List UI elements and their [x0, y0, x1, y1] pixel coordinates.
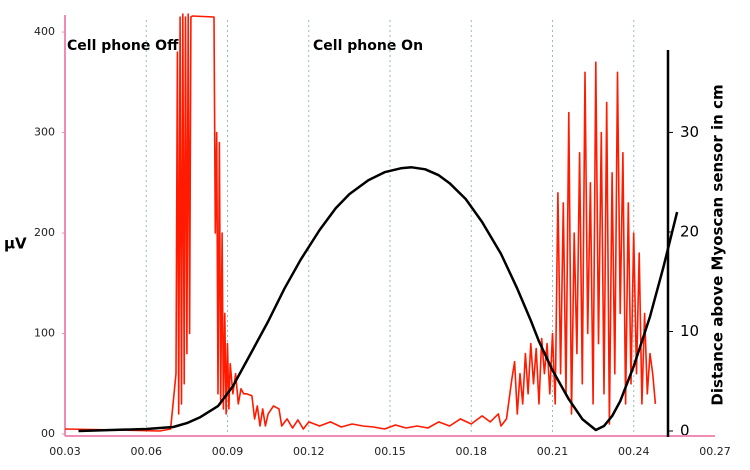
x-tick-label: 00.21: [537, 445, 569, 458]
x-tick-label: 00.27: [699, 445, 731, 458]
x-tick-label: 00.03: [49, 445, 81, 458]
x-tick-label: 00.18: [456, 445, 488, 458]
series-line: [64, 13, 657, 432]
y-tick-label: 400: [34, 25, 55, 38]
y-tick-label: 100: [34, 327, 55, 340]
annotation: Cell phone Off: [67, 38, 179, 54]
y2-tick-label: 10: [680, 322, 699, 340]
x-tick-label: 00.09: [212, 445, 244, 458]
series-line: [78, 166, 679, 433]
x-tick-label: 00.06: [131, 445, 163, 458]
x-tick-label: 00.15: [374, 445, 406, 458]
y2-tick-label: 20: [680, 222, 699, 240]
x-tick-label: 00.12: [293, 445, 325, 458]
y2-axis-label: Distance above Myoscan sensor in cm: [709, 84, 727, 405]
y-axis-label: µV: [4, 235, 27, 253]
x-tick-label: 00.24: [618, 445, 650, 458]
annotation: Cell phone On: [313, 38, 423, 54]
y2-tick-label: 0: [680, 422, 690, 440]
y-tick-label: 300: [34, 126, 55, 139]
y-tick-label: 200: [34, 226, 55, 239]
y2-tick-label: 30: [680, 123, 699, 141]
y-tick-label: 00: [41, 427, 55, 440]
